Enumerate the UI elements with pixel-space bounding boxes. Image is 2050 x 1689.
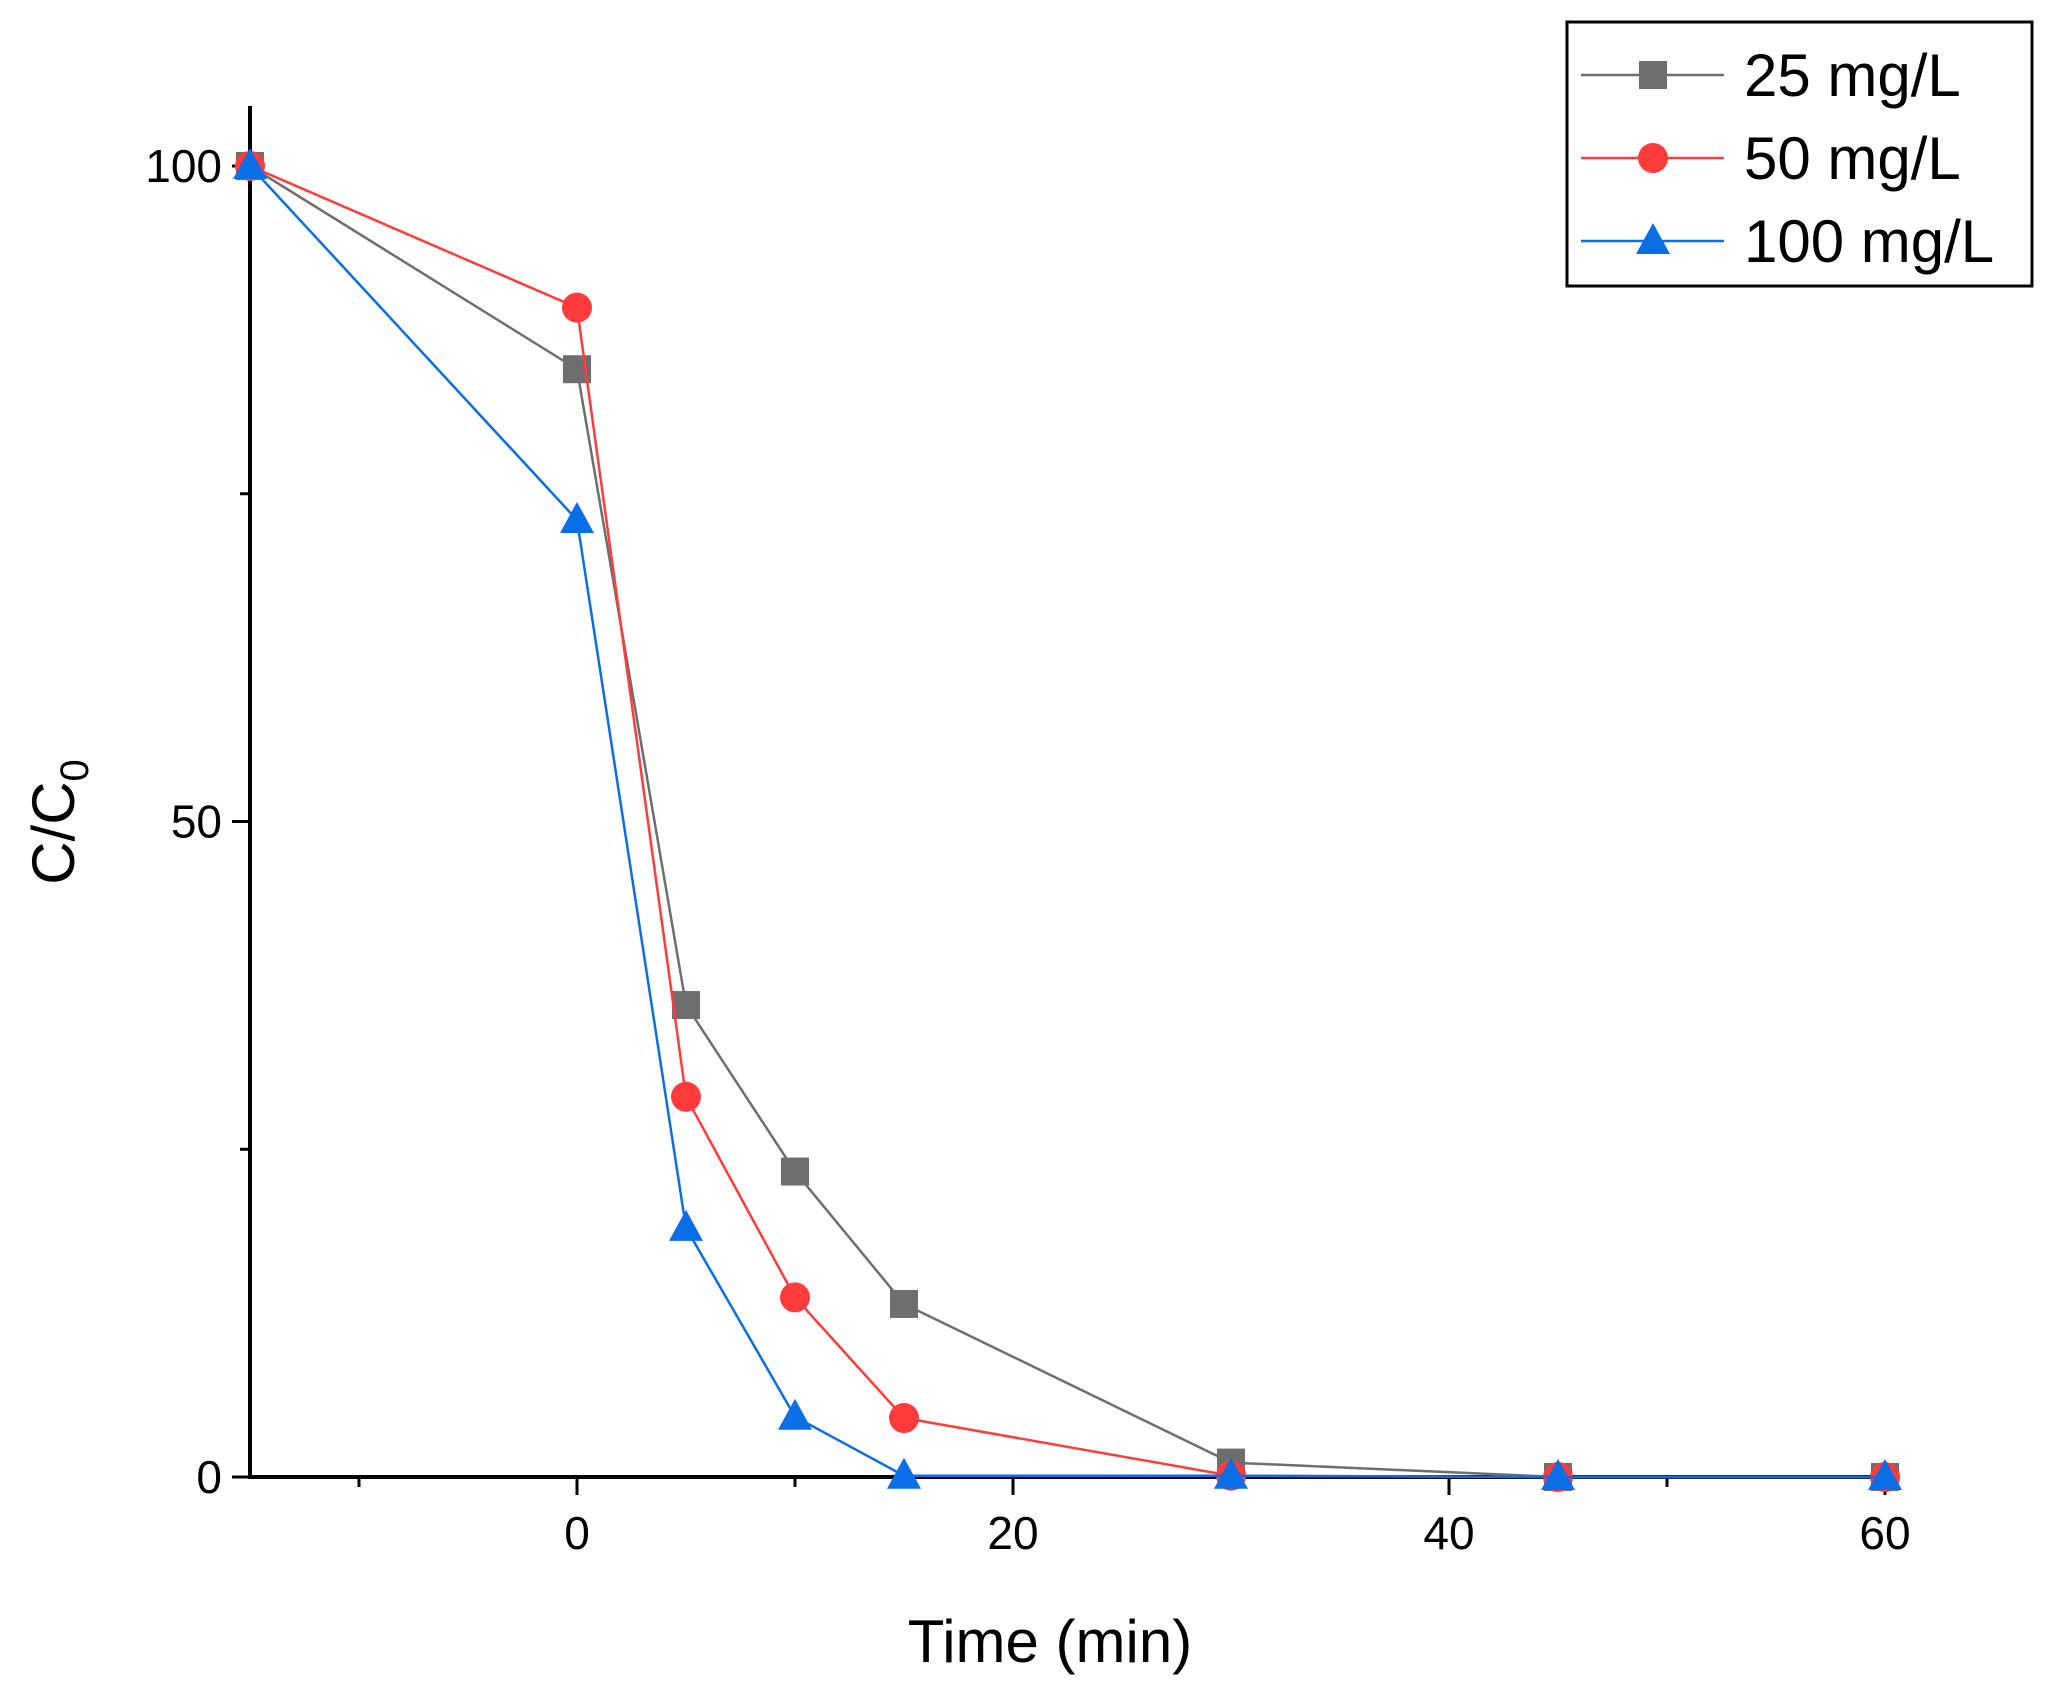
- data-point: [780, 1282, 810, 1313]
- data-point: [778, 1398, 812, 1430]
- svg-text:C/C0: C/C0: [20, 759, 97, 885]
- x-tick-label: 0: [564, 1507, 590, 1559]
- series-line: [249, 164, 1885, 1479]
- y-axis-title-main: C/C: [20, 781, 87, 884]
- data-point: [781, 1157, 809, 1186]
- legend-item: 25 mg/L: [1581, 42, 1961, 109]
- data-point: [1214, 1457, 1248, 1489]
- x-tick-label: 40: [1423, 1507, 1474, 1559]
- series-line: [249, 165, 1885, 1479]
- data-point: [562, 292, 592, 323]
- series-1: [236, 152, 1899, 1491]
- data-point: [233, 148, 267, 179]
- x-tick-label: 60: [1859, 1507, 1910, 1559]
- axes: 0 20 40 60 0 50 100: [145, 106, 1911, 1559]
- y-tick-label: 100: [145, 140, 222, 192]
- series-line: [249, 164, 1885, 1479]
- data-point: [672, 991, 700, 1020]
- series-layer: [233, 148, 1902, 1492]
- legend-item: 50 mg/L: [1581, 125, 1961, 192]
- y-axis-title-subscript: 0: [53, 759, 97, 781]
- data-point: [887, 1457, 921, 1489]
- legend-label: 25 mg/L: [1744, 42, 1961, 109]
- data-point: [890, 1289, 918, 1318]
- data-point: [1868, 1459, 1902, 1490]
- legend-marker: [1636, 223, 1670, 254]
- data-point: [889, 1403, 919, 1434]
- x-tick-label: 20: [987, 1507, 1038, 1559]
- data-point: [671, 1081, 701, 1112]
- series-3: [233, 148, 1902, 1490]
- legend-marker: [1639, 61, 1667, 89]
- legend-label: 100 mg/L: [1744, 208, 1994, 275]
- data-point: [1541, 1459, 1575, 1490]
- legend: 25 mg/L 50 mg/L 100 mg/L: [1565, 20, 2034, 288]
- legend-label: 50 mg/L: [1744, 125, 1961, 192]
- legend-marker: [1638, 143, 1668, 173]
- y-tick-label: 0: [196, 1451, 222, 1503]
- x-axis-title: Time (min): [908, 1608, 1192, 1675]
- series-2: [235, 151, 1900, 1492]
- data-point: [669, 1209, 703, 1241]
- y-axis-title: C/C0: [20, 759, 97, 885]
- legend-item: 100 mg/L: [1581, 208, 1994, 275]
- data-point: [560, 501, 594, 533]
- y-tick-label: 50: [171, 796, 222, 848]
